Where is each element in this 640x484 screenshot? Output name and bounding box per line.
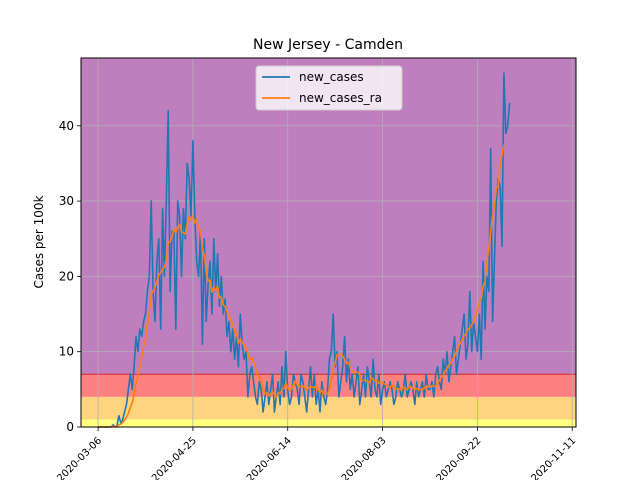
y-tick-label: 0 <box>66 420 74 434</box>
y-axis: 0 10 20 30 40 <box>59 119 81 434</box>
x-tick-label: 2020-08-03 <box>340 435 389 480</box>
series-line-new_cases <box>98 72 511 428</box>
y-tick-label: 30 <box>59 194 74 208</box>
x-tick-label: 2020-03-06 <box>55 435 104 480</box>
x-tick-label: 2020-06-14 <box>245 435 294 480</box>
risk-band-1 <box>81 396 576 420</box>
grid <box>81 58 576 428</box>
x-tick-label: 2020-11-11 <box>529 435 578 480</box>
x-axis: 2020-03-06 2020-04-25 2020-06-14 2020-08-03… <box>55 427 578 484</box>
legend: new_cases new_cases_ra <box>255 65 403 111</box>
risk-band-0 <box>81 419 576 427</box>
legend-label-new_cases_ra: new_cases_ra <box>299 91 382 105</box>
y-axis-label: Cases per 100k <box>32 195 46 288</box>
x-tick-label: 2020-09-22 <box>435 435 484 480</box>
chart-title: New Jersey - Camden <box>253 37 403 53</box>
series-line-new_cases_ra <box>98 144 505 428</box>
y-tick-label: 40 <box>59 119 74 133</box>
legend-label-new_cases: new_cases <box>299 70 364 84</box>
series <box>98 72 511 428</box>
x-tick-label: 2020-04-25 <box>150 435 199 480</box>
y-tick-label: 10 <box>59 345 74 359</box>
y-tick-label: 20 <box>59 269 74 283</box>
legend-box <box>255 65 403 111</box>
plot-frame <box>80 57 577 428</box>
